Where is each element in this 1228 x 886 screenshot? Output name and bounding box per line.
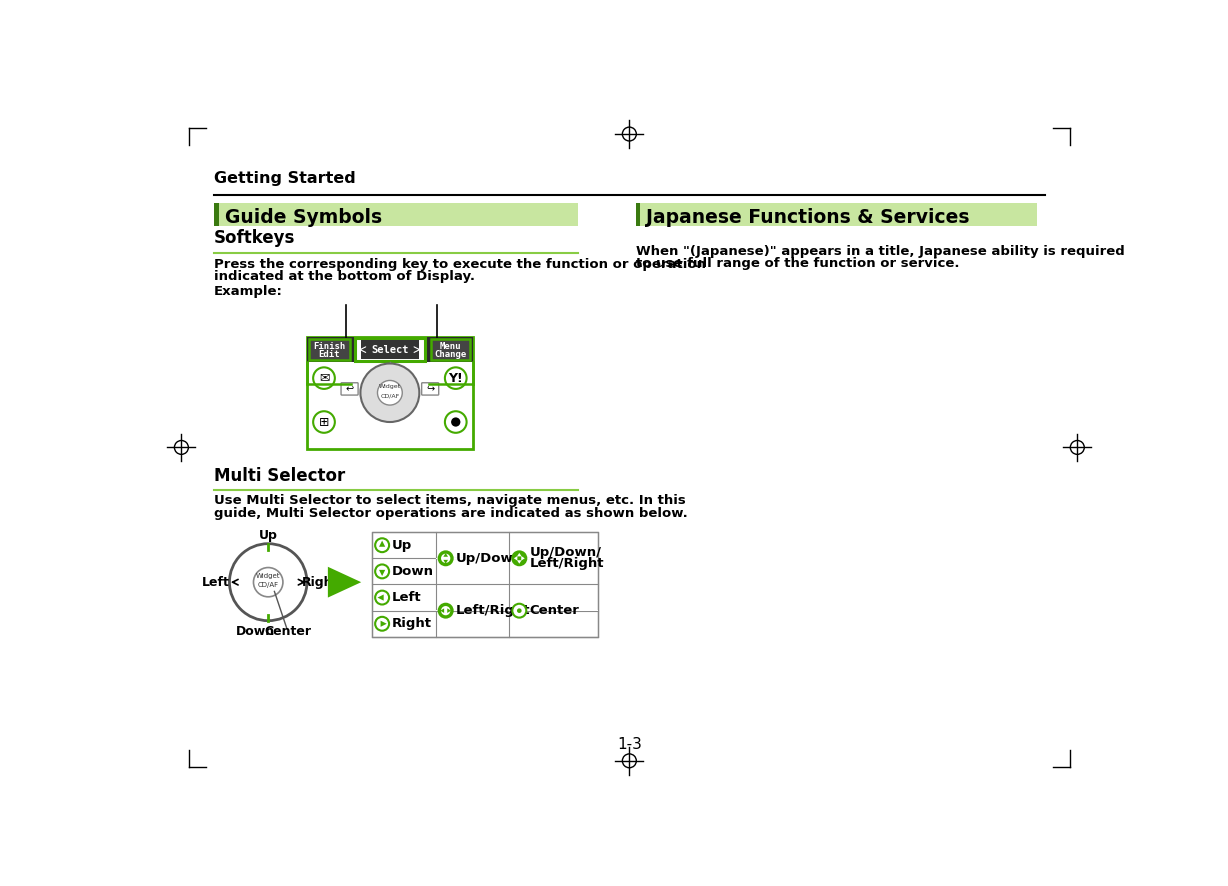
Polygon shape [513, 556, 517, 561]
Text: Up/Down: Up/Down [456, 552, 523, 564]
Text: Right: Right [392, 618, 432, 630]
Text: ↪: ↪ [426, 384, 435, 394]
Circle shape [445, 411, 467, 432]
Text: Left: Left [392, 591, 422, 604]
Text: When "(Japanese)" appears in a title, Japanese ability is required: When "(Japanese)" appears in a title, Ja… [636, 245, 1125, 258]
Circle shape [445, 368, 467, 389]
FancyBboxPatch shape [421, 383, 438, 395]
Text: ↩: ↩ [345, 384, 354, 394]
Circle shape [361, 363, 419, 422]
Circle shape [313, 368, 335, 389]
Text: Finish: Finish [313, 342, 345, 351]
Bar [372, 532, 598, 637]
Text: Left/Right: Left/Right [456, 604, 530, 618]
Text: to use full range of the function or service.: to use full range of the function or ser… [636, 257, 959, 270]
Circle shape [377, 380, 403, 405]
Text: Select: Select [371, 345, 409, 354]
Circle shape [375, 564, 389, 579]
Text: 1-3: 1-3 [616, 737, 642, 752]
Circle shape [230, 544, 307, 621]
Text: Getting Started: Getting Started [214, 171, 356, 186]
Circle shape [512, 603, 527, 618]
Bar [361, 340, 419, 359]
Text: Center: Center [529, 604, 580, 618]
Circle shape [375, 539, 389, 552]
Text: ⊞: ⊞ [319, 416, 329, 429]
Text: Use Multi Selector to select items, navigate menus, etc. In this: Use Multi Selector to select items, navi… [214, 494, 685, 507]
Polygon shape [521, 556, 524, 561]
Text: Up/Down/: Up/Down/ [529, 547, 602, 559]
Text: indicated at the bottom of Display.: indicated at the bottom of Display. [214, 270, 475, 284]
Circle shape [375, 591, 389, 604]
Text: Left/Right: Left/Right [529, 557, 604, 571]
Text: Center: Center [265, 625, 312, 638]
Bar [214, 204, 219, 227]
Polygon shape [379, 570, 386, 576]
Polygon shape [441, 609, 445, 613]
Circle shape [441, 554, 451, 563]
Text: Multi Selector: Multi Selector [214, 467, 345, 485]
Text: Japanese Functions & Services: Japanese Functions & Services [646, 208, 970, 227]
Text: Left: Left [201, 576, 230, 588]
Text: Menu: Menu [440, 342, 460, 351]
FancyBboxPatch shape [309, 338, 350, 361]
Bar [636, 204, 640, 227]
Text: CD/AF: CD/AF [258, 582, 279, 588]
FancyBboxPatch shape [355, 338, 425, 361]
Text: ✉: ✉ [319, 371, 329, 385]
Text: Edit: Edit [319, 350, 340, 359]
Text: Press the corresponding key to execute the function or operation: Press the corresponding key to execute t… [214, 258, 706, 271]
Bar [214, 204, 578, 227]
Polygon shape [517, 560, 522, 563]
Text: Guide Symbols: Guide Symbols [225, 208, 382, 227]
Polygon shape [443, 560, 448, 563]
FancyBboxPatch shape [341, 383, 359, 395]
Circle shape [438, 603, 453, 618]
Bar [636, 204, 1036, 227]
Polygon shape [443, 553, 448, 556]
Text: Right: Right [302, 576, 340, 588]
Text: Y!: Y! [448, 372, 463, 385]
Bar [307, 338, 473, 362]
Circle shape [451, 417, 460, 427]
Polygon shape [381, 621, 387, 626]
Circle shape [512, 551, 527, 565]
FancyBboxPatch shape [431, 338, 469, 361]
Text: Change: Change [435, 350, 467, 359]
Text: Up: Up [259, 530, 278, 542]
Polygon shape [379, 540, 386, 547]
Text: Example:: Example: [214, 285, 282, 298]
Circle shape [375, 617, 389, 631]
Text: CD/AF: CD/AF [381, 393, 399, 399]
Polygon shape [517, 553, 522, 556]
Bar [436, 557, 598, 559]
Polygon shape [377, 595, 383, 601]
Text: Up: Up [392, 539, 413, 552]
Circle shape [313, 411, 335, 432]
Bar [307, 338, 473, 449]
Text: Softkeys: Softkeys [214, 229, 295, 247]
Text: Widget: Widget [378, 385, 400, 389]
Polygon shape [447, 609, 451, 613]
Text: Widget: Widget [255, 573, 280, 579]
Circle shape [517, 609, 522, 613]
Circle shape [438, 551, 453, 565]
Circle shape [441, 606, 451, 615]
Circle shape [253, 568, 282, 597]
Polygon shape [328, 567, 361, 597]
Text: guide, Multi Selector operations are indicated as shown below.: guide, Multi Selector operations are ind… [214, 507, 688, 520]
Text: Down: Down [392, 565, 435, 578]
Bar [436, 610, 598, 611]
Text: Down: Down [236, 625, 275, 638]
